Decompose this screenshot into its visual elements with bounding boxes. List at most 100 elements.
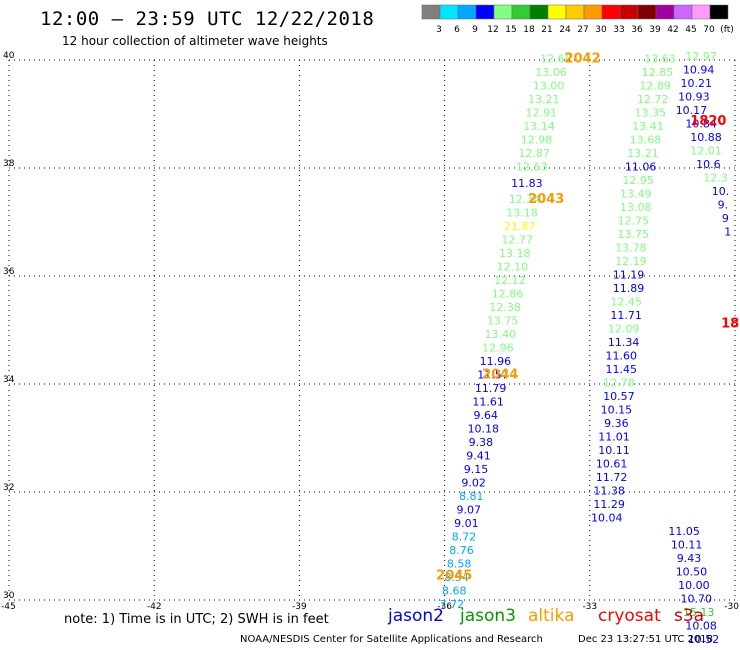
page-subtitle: 12 hour collection of altimeter wave hei… bbox=[62, 34, 328, 48]
footer-credit: NOAA/NESDIS Center for Satellite Applica… bbox=[240, 634, 543, 645]
scale-label: 33 bbox=[613, 25, 624, 35]
swh-data-point-altika: 9.15 bbox=[464, 463, 489, 476]
time-label: 2042 bbox=[564, 52, 600, 67]
swh-data-point-jason2: 10.93 bbox=[678, 91, 710, 104]
page-title: 12:00 – 23:59 UTC 12/22/2018 bbox=[40, 8, 375, 30]
swh-data-point-altika: 13.40 bbox=[485, 328, 517, 341]
swh-data-point-jason2: 10.70 bbox=[681, 593, 713, 606]
swh-data-point-jason2: 10.00 bbox=[678, 579, 710, 592]
swh-data-point-jason2: 10.08 bbox=[685, 620, 717, 633]
swh-data-point-altika: 11.96 bbox=[480, 355, 512, 368]
swh-data-point-altika: 9.02 bbox=[461, 477, 486, 490]
swh-data-point-altika: 8.76 bbox=[449, 544, 474, 557]
swh-data-point-jason2: 12.01 bbox=[690, 145, 722, 158]
swh-data-point-altika: 12.12 bbox=[494, 274, 526, 287]
y-tick-label: 30 bbox=[3, 591, 15, 601]
swh-data-point-altika: 9.64 bbox=[473, 409, 498, 422]
swh-data-point-jason3: 13.63 bbox=[644, 53, 676, 66]
swh-data-point-altika: 11.61 bbox=[472, 396, 504, 409]
swh-data-point-altika: 13.06 bbox=[535, 66, 567, 79]
swh-data-point-jason3: 13.21 bbox=[627, 147, 659, 160]
swh-data-point-jason3: 11.60 bbox=[606, 350, 638, 363]
swh-data-point-jason3: 13.41 bbox=[632, 120, 664, 133]
swh-data-point-altika: 12.86 bbox=[492, 288, 524, 301]
swh-data-point-jason3: 13.08 bbox=[620, 201, 652, 214]
y-tick-label: 38 bbox=[3, 159, 15, 169]
scale-label: 3 bbox=[436, 25, 442, 35]
swh-data-point-altika: 12.38 bbox=[489, 301, 521, 314]
swh-data-point-altika: 8.72 bbox=[452, 531, 477, 544]
swh-data-point-jason2: 10.88 bbox=[690, 131, 722, 144]
swh-data-point-jason3: 12.75 bbox=[618, 215, 650, 228]
swh-data-point-altika: 8.81 bbox=[459, 490, 484, 503]
scale-label: 6 bbox=[454, 25, 460, 35]
note-text: note: 1) Time is in UTC; 2) SWH is in fe… bbox=[64, 612, 329, 627]
swh-data-point-jason3: 10.57 bbox=[603, 390, 635, 403]
scale-label: 30 bbox=[595, 25, 607, 35]
swh-data-point-jason3: 11.38 bbox=[593, 485, 625, 498]
color-scale-legend: 3 6 9 12 15 18 21 24 27 30 33 36 39 42 45 70 (ft) bbox=[421, 4, 734, 35]
swh-data-point-jason3: 11.89 bbox=[613, 282, 645, 295]
swh-data-point-jason3: 12.09 bbox=[608, 323, 640, 336]
scale-label: 27 bbox=[577, 25, 588, 35]
swh-data-point-altika: 13.21 bbox=[528, 93, 560, 106]
swh-data-point-jason3: 12.78 bbox=[603, 377, 635, 390]
y-tick-label: 34 bbox=[3, 375, 15, 385]
swh-data-point-jason3: 11.29 bbox=[593, 498, 625, 511]
scale-label: 45 bbox=[685, 25, 696, 35]
swh-data-point-jason2: 10. bbox=[712, 185, 730, 198]
swh-data-point-jason3: 9.36 bbox=[604, 417, 629, 430]
swh-data-point-jason3: 12.19 bbox=[615, 255, 647, 268]
time-label: 2043 bbox=[528, 192, 564, 207]
swh-data-point-jason2: 12.97 bbox=[685, 50, 717, 63]
swh-data-point-altika: 12.77 bbox=[501, 234, 533, 247]
scale-label: 15 bbox=[505, 25, 516, 35]
swh-data-point-jason2: 11.05 bbox=[668, 525, 700, 538]
swh-data-point-altika: 12.87 bbox=[518, 147, 550, 160]
y-tick-label: 40 bbox=[3, 51, 15, 61]
swh-data-point-altika: 8.58 bbox=[447, 558, 472, 571]
swh-data-point-jason3: 11.01 bbox=[598, 431, 630, 444]
swh-data-point-altika: 12.63 bbox=[516, 161, 548, 174]
swh-data-point-altika: 13.18 bbox=[499, 247, 531, 260]
swh-data-point-altika: 9.41 bbox=[466, 450, 491, 463]
swh-data-point-jason2: 10.50 bbox=[676, 566, 708, 579]
swh-data-point-altika: 11.57 bbox=[477, 369, 509, 382]
swh-data-point-jason2: 9. bbox=[718, 199, 729, 212]
legend-altika: altika bbox=[528, 606, 575, 626]
swh-data-point-jason2: 10.84 bbox=[685, 118, 717, 131]
x-tick-label: -45 bbox=[1, 602, 16, 612]
swh-data-point-jason2: 9.43 bbox=[677, 552, 702, 565]
swh-data-point-jason3: 13.78 bbox=[615, 242, 647, 255]
swh-data-point-altika: 13.18 bbox=[506, 207, 538, 220]
time-label: 2044 bbox=[482, 368, 518, 383]
x-tick-label: -39 bbox=[292, 602, 307, 612]
swh-data-point-jason2: 12.3 bbox=[703, 172, 728, 185]
y-tick-label: 32 bbox=[3, 483, 14, 493]
swh-data-point-jason3: 13.49 bbox=[620, 188, 652, 201]
scale-label: (ft) bbox=[720, 25, 734, 35]
legend-cryosat: cryosat bbox=[598, 606, 661, 626]
swh-data-point-altika: 12.98 bbox=[521, 134, 553, 147]
swh-data-point-altika: 8.54 bbox=[444, 571, 469, 584]
swh-data-point-altika: 7.72 bbox=[440, 598, 465, 611]
swh-data-point-altika: 11.83 bbox=[511, 177, 543, 190]
scale-swatch bbox=[709, 4, 729, 20]
swh-data-point-jason3: 11.06 bbox=[625, 161, 657, 174]
swh-data-point-jason3: 10.61 bbox=[596, 458, 628, 471]
swh-data-point-jason2: 10.11 bbox=[671, 539, 703, 552]
swh-data-point-jason3: 11.45 bbox=[606, 363, 638, 376]
swh-data-point-jason3: 13.75 bbox=[618, 228, 650, 241]
swh-data-point-jason3: 11.72 bbox=[596, 471, 628, 484]
y-tick-label: 36 bbox=[3, 267, 15, 277]
swh-data-point-altika: 13.75 bbox=[487, 315, 519, 328]
scale-label: 70 bbox=[703, 25, 715, 35]
legend-jason3: jason3 bbox=[460, 606, 516, 626]
swh-data-point-jason3: 11.19 bbox=[613, 269, 645, 282]
swh-data-point-altika: 12.96 bbox=[482, 342, 514, 355]
swh-data-point-jason2: 15.13 bbox=[683, 606, 715, 619]
swh-data-point-jason3: 10.15 bbox=[601, 404, 633, 417]
swh-data-point-jason2: 10.17 bbox=[676, 104, 708, 117]
swh-data-point-jason3: 13.68 bbox=[630, 134, 662, 147]
